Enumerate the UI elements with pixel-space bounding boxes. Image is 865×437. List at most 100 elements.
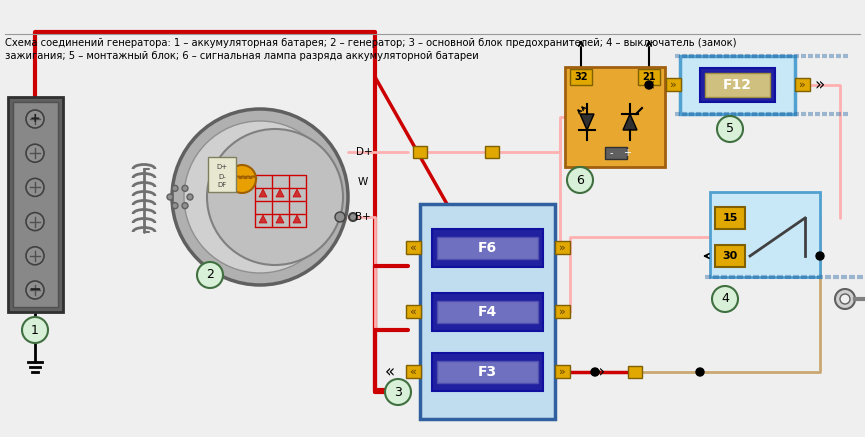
FancyBboxPatch shape: [666, 78, 681, 91]
FancyBboxPatch shape: [437, 301, 538, 323]
FancyBboxPatch shape: [420, 204, 555, 419]
FancyBboxPatch shape: [406, 305, 421, 318]
Circle shape: [567, 167, 593, 193]
FancyBboxPatch shape: [628, 366, 642, 378]
FancyBboxPatch shape: [555, 305, 570, 318]
FancyBboxPatch shape: [700, 68, 775, 102]
FancyBboxPatch shape: [406, 241, 421, 254]
FancyBboxPatch shape: [432, 293, 543, 331]
Circle shape: [182, 185, 188, 191]
Circle shape: [645, 81, 653, 89]
Text: F4: F4: [477, 305, 497, 319]
Polygon shape: [623, 114, 637, 130]
Polygon shape: [259, 215, 267, 223]
FancyBboxPatch shape: [680, 56, 795, 114]
Text: »: »: [815, 76, 825, 94]
Circle shape: [184, 121, 336, 273]
Circle shape: [207, 129, 343, 265]
Circle shape: [167, 194, 173, 200]
Text: F3: F3: [477, 365, 497, 379]
FancyBboxPatch shape: [555, 365, 570, 378]
FancyBboxPatch shape: [638, 69, 660, 85]
Text: »: »: [559, 307, 566, 317]
Text: F6: F6: [477, 241, 497, 255]
Text: 15: 15: [722, 213, 738, 223]
Circle shape: [197, 262, 223, 288]
FancyBboxPatch shape: [432, 229, 543, 267]
Text: DF: DF: [217, 182, 227, 188]
Text: -: -: [610, 148, 613, 158]
Text: −: −: [29, 282, 42, 298]
Circle shape: [335, 212, 345, 222]
Circle shape: [22, 317, 48, 343]
Text: зажигания; 5 – монтажный блок; 6 – сигнальная лампа разряда аккумуляторной батар: зажигания; 5 – монтажный блок; 6 – сигна…: [5, 51, 478, 61]
Circle shape: [172, 109, 348, 285]
Text: 2: 2: [206, 268, 214, 281]
Circle shape: [835, 289, 855, 309]
FancyBboxPatch shape: [8, 97, 63, 312]
Circle shape: [591, 368, 599, 376]
FancyBboxPatch shape: [715, 207, 745, 229]
Text: «: «: [385, 363, 395, 381]
Circle shape: [26, 281, 44, 299]
FancyBboxPatch shape: [13, 102, 58, 307]
Text: Схема соединений генератора: 1 – аккумуляторная батарея; 2 – генератор; 3 – осно: Схема соединений генератора: 1 – аккумул…: [5, 38, 736, 48]
FancyBboxPatch shape: [565, 67, 665, 167]
FancyBboxPatch shape: [406, 365, 421, 378]
Text: 30: 30: [722, 251, 738, 261]
Circle shape: [349, 213, 357, 221]
Text: »: »: [670, 80, 676, 90]
Circle shape: [228, 165, 256, 193]
Circle shape: [26, 144, 44, 162]
FancyBboxPatch shape: [413, 146, 427, 158]
Text: F12: F12: [722, 78, 752, 92]
FancyBboxPatch shape: [605, 147, 627, 159]
Text: «: «: [409, 307, 416, 317]
Polygon shape: [293, 215, 301, 223]
FancyBboxPatch shape: [705, 73, 770, 97]
Circle shape: [26, 110, 44, 128]
Text: 5: 5: [726, 122, 734, 135]
Circle shape: [172, 185, 178, 191]
Text: D+: D+: [216, 164, 227, 170]
Text: W: W: [358, 177, 368, 187]
FancyBboxPatch shape: [555, 241, 570, 254]
Text: 1: 1: [31, 323, 39, 336]
FancyBboxPatch shape: [437, 361, 538, 383]
Text: «: «: [645, 76, 655, 94]
FancyBboxPatch shape: [432, 353, 543, 391]
Circle shape: [26, 247, 44, 265]
FancyBboxPatch shape: [570, 69, 592, 85]
Circle shape: [26, 178, 44, 196]
Circle shape: [696, 368, 704, 376]
Circle shape: [26, 212, 44, 231]
Text: 32: 32: [574, 72, 587, 82]
Circle shape: [187, 194, 193, 200]
Polygon shape: [276, 189, 284, 197]
Polygon shape: [293, 189, 301, 197]
Circle shape: [712, 286, 738, 312]
Circle shape: [816, 252, 824, 260]
Text: »: »: [559, 367, 566, 377]
FancyBboxPatch shape: [715, 245, 745, 267]
Text: «: «: [409, 367, 416, 377]
FancyBboxPatch shape: [485, 146, 499, 158]
Text: 21: 21: [642, 72, 656, 82]
FancyBboxPatch shape: [208, 157, 236, 192]
Text: 3: 3: [394, 385, 402, 399]
Text: «: «: [409, 243, 416, 253]
Text: D+: D+: [356, 147, 373, 157]
Text: +: +: [29, 112, 41, 125]
Polygon shape: [580, 114, 594, 130]
Text: »: »: [559, 243, 566, 253]
Circle shape: [385, 379, 411, 405]
Circle shape: [182, 203, 188, 208]
Circle shape: [717, 116, 743, 142]
Text: 4: 4: [721, 292, 729, 305]
Text: »: »: [595, 363, 606, 381]
Polygon shape: [276, 215, 284, 223]
Text: +: +: [623, 148, 631, 158]
FancyBboxPatch shape: [437, 237, 538, 259]
Text: B+: B+: [355, 212, 371, 222]
Polygon shape: [259, 189, 267, 197]
